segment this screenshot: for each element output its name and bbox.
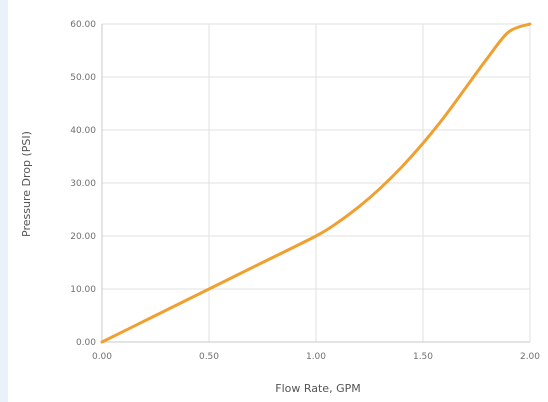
y-tick-label: 30.00 — [70, 179, 96, 189]
x-tick-label: 1.50 — [413, 352, 433, 362]
y-axis-title: Pressure Drop (PSI) — [20, 131, 33, 237]
line-chart: 0.00 0.50 1.00 1.50 2.00 0.00 10.00 20.00 30.00… — [8, 0, 548, 402]
y-tick-labels: 0.00 10.00 20.00 30.00 40.00 50.00 60.00 — [70, 20, 96, 348]
x-tick-label: 2.00 — [520, 352, 540, 362]
chart-panel: 0.00 0.50 1.00 1.50 2.00 0.00 10.00 20.00 30.00… — [8, 0, 548, 402]
x-tick-labels: 0.00 0.50 1.00 1.50 2.00 — [92, 352, 540, 362]
y-tick-label: 50.00 — [70, 73, 96, 83]
y-tick-label: 10.00 — [70, 285, 96, 295]
x-tick-label: 0.50 — [199, 352, 219, 362]
grid — [102, 24, 530, 342]
y-tick-label: 40.00 — [70, 126, 96, 136]
x-tick-label: 0.00 — [92, 352, 112, 362]
y-tick-label: 60.00 — [70, 20, 96, 30]
x-tick-label: 1.00 — [306, 352, 326, 362]
y-tick-label: 20.00 — [70, 232, 96, 242]
y-tick-label: 0.00 — [76, 338, 96, 348]
x-axis-title: Flow Rate, GPM — [275, 382, 360, 395]
